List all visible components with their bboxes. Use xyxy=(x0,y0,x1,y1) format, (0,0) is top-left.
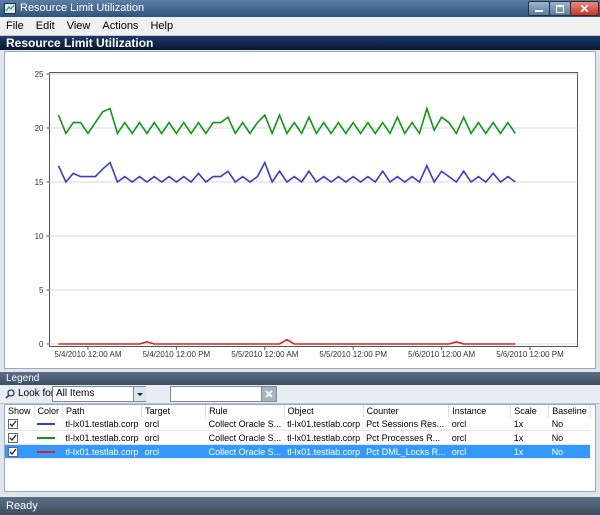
x-tick-label: 5/4/2010 12:00 AM xyxy=(54,350,122,359)
column-header[interactable]: Target xyxy=(141,405,207,417)
column-header[interactable]: Show xyxy=(5,405,35,417)
menu-item[interactable]: Edit xyxy=(35,20,55,32)
counter-cell: Pct Sessions Res... xyxy=(363,417,449,431)
minimize-button[interactable] xyxy=(528,1,550,16)
color-swatch xyxy=(37,451,56,454)
column-header[interactable]: Baseline xyxy=(548,405,591,417)
legend-table: Show Color Path Target Rule Object Counter Inst… xyxy=(5,405,591,459)
legend-row[interactable]: tl-lx01.testlab.corp orcl Collect Oracle S… xyxy=(5,417,591,431)
series-line xyxy=(58,338,516,345)
window-title: Resource Limit Utilization xyxy=(20,2,145,14)
legend-table-container: Show Color Path Target Rule Object Counter Inst… xyxy=(4,404,596,492)
x-tick-label: 5/5/2010 12:00 PM xyxy=(319,350,387,359)
title-bar: Resource Limit Utilization xyxy=(0,0,600,17)
filter-value: All Items xyxy=(56,388,95,399)
clear-search-button[interactable] xyxy=(261,386,277,402)
filter-dropdown[interactable]: All Items xyxy=(52,386,146,402)
column-header[interactable]: Object xyxy=(284,405,364,417)
rule-cell: Collect Oracle S... xyxy=(205,444,285,459)
path-cell: tl-lx01.testlab.corp xyxy=(62,430,142,445)
show-cell xyxy=(5,430,35,445)
series-line xyxy=(57,160,516,184)
show-checkbox[interactable] xyxy=(8,418,18,429)
baseline-cell: No xyxy=(548,444,591,459)
target-cell: orcl xyxy=(141,417,206,431)
x-tick-label: 5/4/2010 12:00 PM xyxy=(143,350,211,359)
menu-item[interactable]: File xyxy=(6,20,24,32)
menu-item[interactable]: Help xyxy=(150,20,174,32)
legend-row[interactable]: tl-lx01.testlab.corp orcl Collect Oracle S… xyxy=(5,430,591,445)
instance-cell: orcl xyxy=(448,430,511,445)
instance-cell: orcl xyxy=(448,417,511,431)
color-swatch xyxy=(37,423,56,426)
object-cell: tl-lx01.testlab.corp xyxy=(284,430,364,445)
instance-cell: orcl xyxy=(448,444,511,459)
color-cell xyxy=(34,417,63,431)
object-cell: tl-lx01.testlab.corp xyxy=(284,444,364,459)
search-icon xyxy=(5,389,15,399)
chart: 0 5 10 15 20 25 5/4/2010 12:00 AM 5/4/2010 12:0… xyxy=(35,70,578,359)
rule-cell: Collect Oracle S... xyxy=(205,430,285,445)
target-cell: orcl xyxy=(141,430,206,445)
scale-cell: 1x xyxy=(510,430,549,445)
legend-header: Legend xyxy=(0,372,600,385)
show-cell xyxy=(5,444,35,459)
chart-title: Resource Limit Utilization xyxy=(0,36,600,50)
series-line xyxy=(57,105,516,136)
menu-item[interactable]: Actions xyxy=(102,20,139,32)
column-header[interactable]: Counter xyxy=(363,405,450,417)
path-cell: tl-lx01.testlab.corp xyxy=(62,444,142,459)
close-button[interactable] xyxy=(570,1,599,16)
show-checkbox[interactable] xyxy=(8,446,18,457)
path-cell: tl-lx01.testlab.corp xyxy=(62,417,142,431)
show-cell xyxy=(5,417,35,431)
y-tick-label: 5 xyxy=(39,286,44,295)
scale-cell: 1x xyxy=(510,417,549,431)
counter-cell: Pct DML_Locks R... xyxy=(363,444,449,459)
color-cell xyxy=(34,444,63,459)
y-tick-label: 20 xyxy=(35,124,44,133)
baseline-cell: No xyxy=(548,417,591,431)
target-cell: orcl xyxy=(141,444,206,459)
object-cell: tl-lx01.testlab.corp xyxy=(284,417,364,431)
x-tick-label: 5/6/2010 12:00 PM xyxy=(496,350,564,359)
y-tick-label: 10 xyxy=(35,232,44,241)
chart-panel: 0 5 10 15 20 25 5/4/2010 12:00 AM 5/4/2010 12:0… xyxy=(4,51,596,369)
y-tick-label: 25 xyxy=(35,70,44,79)
column-header[interactable]: Scale xyxy=(510,405,550,417)
y-tick-label: 15 xyxy=(35,178,44,187)
column-header[interactable]: Color xyxy=(34,405,64,417)
counter-cell: Pct Processes R... xyxy=(363,430,449,445)
legend-row[interactable]: tl-lx01.testlab.corp orcl Collect Oracle S… xyxy=(5,444,591,459)
plot-frame xyxy=(49,72,578,347)
x-tick-label: 5/6/2010 12:00 AM xyxy=(408,350,476,359)
look-for-label: Look for: xyxy=(18,388,57,399)
legend-toolbar: Look for: All Items xyxy=(0,385,600,404)
column-header[interactable]: Path xyxy=(62,405,143,417)
show-checkbox[interactable] xyxy=(8,432,18,443)
menu-item[interactable]: View xyxy=(66,20,91,32)
scale-cell: 1x xyxy=(510,444,549,459)
y-tick-label: 0 xyxy=(39,340,44,349)
app-icon xyxy=(4,3,16,14)
status-bar: Ready xyxy=(0,497,600,515)
column-header[interactable]: Rule xyxy=(205,405,285,417)
search-input[interactable] xyxy=(170,386,262,402)
column-header[interactable]: Instance xyxy=(448,405,512,417)
baseline-cell: No xyxy=(548,430,591,445)
menu-bar: File Edit View Actions Help xyxy=(0,17,600,36)
maximize-button[interactable] xyxy=(549,1,571,16)
rule-cell: Collect Oracle S... xyxy=(205,417,285,431)
color-cell xyxy=(34,430,63,445)
color-swatch xyxy=(37,437,56,440)
x-tick-label: 5/5/2010 12:00 AM xyxy=(231,350,299,359)
